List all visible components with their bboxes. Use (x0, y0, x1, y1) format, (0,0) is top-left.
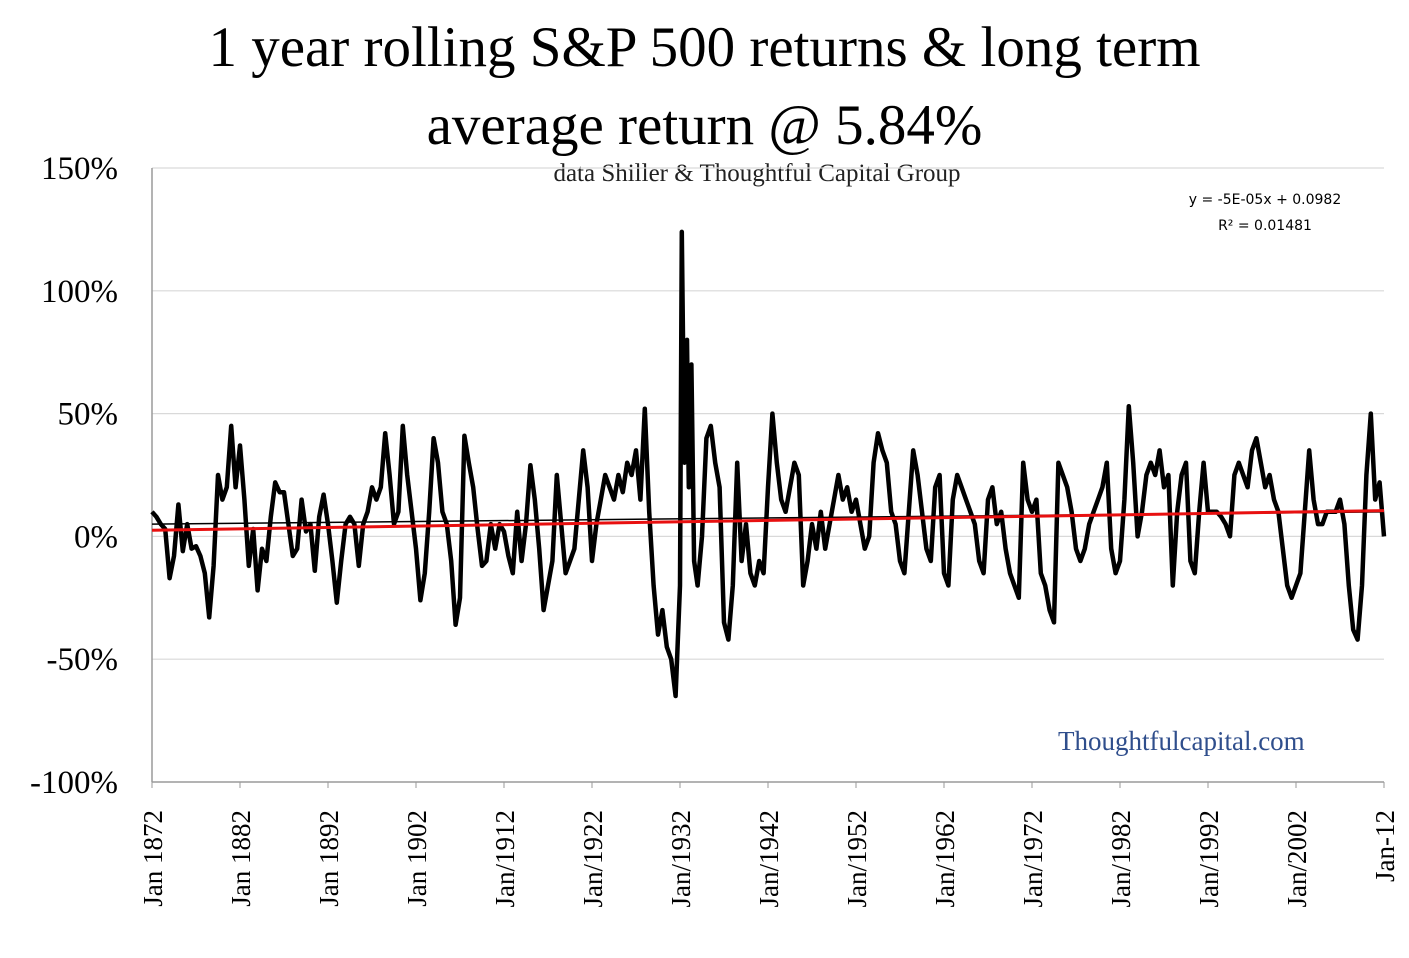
x-tick-label: Jan/1992 (1194, 810, 1224, 908)
y-tick-label: 50% (58, 397, 119, 433)
chart-subtitle: data Shiller & Thoughtful Capital Group (553, 160, 961, 187)
y-axis-ticks: 150% 100% 50% 0% -50% -100% (30, 151, 118, 801)
x-tick-label: Jan/2002 (1282, 810, 1312, 908)
x-tick-label: Jan/1962 (930, 810, 960, 908)
x-tick-label: Jan/1972 (1018, 810, 1048, 908)
x-tick-label: Jan/1932 (666, 810, 696, 908)
trendline-r-squared: R² = 0.01481 (1218, 218, 1312, 234)
watermark-site: Thoughtfulcapital.com (1058, 726, 1305, 756)
y-tick-label: -100% (30, 765, 118, 801)
x-tick-label: Jan/1982 (1106, 810, 1136, 908)
y-tick-label: -50% (47, 642, 118, 678)
y-tick-label: 0% (74, 519, 118, 555)
y-tick-label: 150% (41, 151, 118, 187)
trendline-linear (151, 509, 1385, 532)
x-axis-ticks: Jan 1872 Jan 1882 Jan 1892 Jan 1902 Jan/1912… (138, 782, 1400, 908)
x-tick-label: Jan 1872 (138, 810, 168, 907)
x-tick-label: Jan 1902 (402, 810, 432, 907)
chart-title-line1: 1 year rolling S&P 500 returns & long te… (208, 16, 1201, 79)
gridlines (152, 167, 1384, 660)
x-tick-label: Jan/1952 (842, 810, 872, 908)
chart-title-line2: average return @ 5.84% (426, 94, 983, 157)
x-tick-label: Jan/1922 (578, 810, 608, 908)
trendline-equation: y = -5E-05x + 0.0982 (1188, 192, 1342, 208)
x-tick-label: Jan/1912 (490, 810, 520, 908)
x-tick-label: Jan 1892 (314, 810, 344, 907)
x-tick-label: Jan-12 (1370, 810, 1400, 882)
series-line-rolling-return (150, 229, 1387, 699)
y-tick-label: 100% (41, 274, 118, 310)
x-tick-label: Jan 1882 (226, 810, 256, 907)
x-tick-label: Jan/1942 (754, 810, 784, 908)
